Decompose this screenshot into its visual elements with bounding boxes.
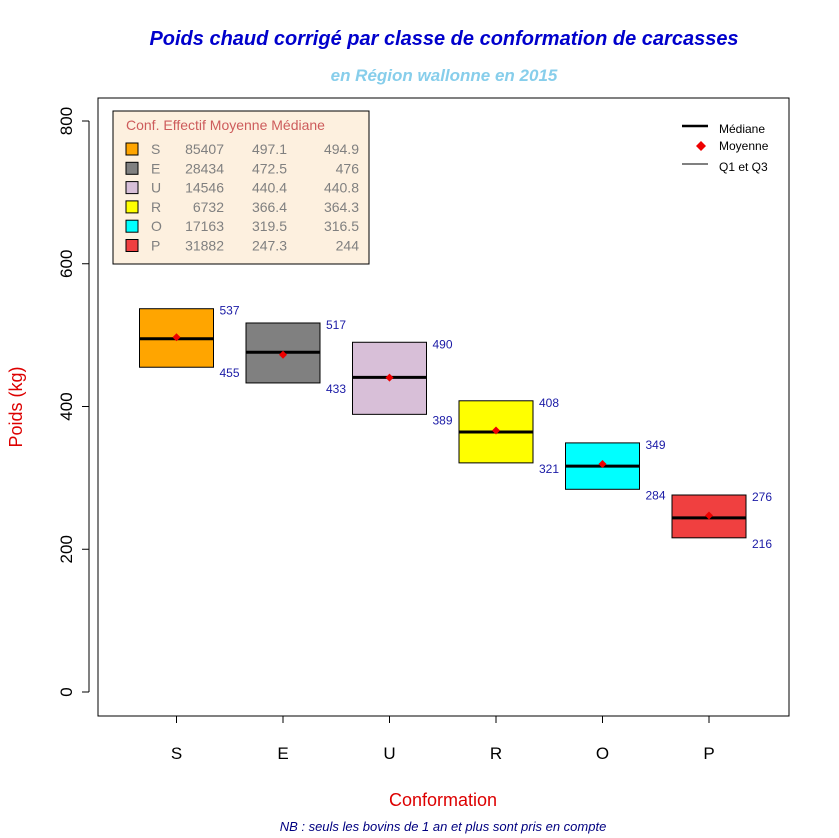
stats-conf: U (151, 180, 161, 196)
x-tick-label: R (490, 744, 502, 763)
stats-moyenne: 247.3 (252, 238, 287, 254)
mean-marker-P (705, 511, 713, 520)
y-tick-label: 800 (57, 107, 76, 135)
stats-swatch-O (125, 219, 139, 233)
mean-marker-O (598, 459, 607, 468)
stats-mediane: 364.3 (324, 199, 359, 215)
stats-mediane: 316.5 (324, 218, 359, 234)
stats-mediane: 476 (336, 160, 360, 176)
y-axis: 0 200 400 600 800 (57, 107, 90, 697)
mean-marker-E (279, 350, 287, 359)
y-tick-label: 200 (57, 535, 76, 563)
q1-label-U: 389 (433, 413, 453, 427)
q3-label-S: 537 (220, 304, 240, 318)
q1-label-R: 321 (539, 462, 559, 476)
stats-effectif: 17163 (185, 218, 224, 234)
q1-label-P: 216 (752, 537, 772, 551)
q3-label-O: 349 (646, 438, 666, 452)
mean-marker-R (492, 426, 500, 435)
q3-label-E: 517 (326, 318, 346, 332)
stats-conf: O (151, 218, 162, 234)
stats-effectif: 6732 (193, 199, 224, 215)
stats-mediane: 244 (336, 238, 360, 254)
stats-effectif: 28434 (185, 160, 224, 176)
y-tick-label: 600 (57, 250, 76, 278)
stats-mediane: 440.8 (324, 180, 359, 196)
q1-label-S: 455 (220, 366, 240, 380)
stats-table: Conf. Effectif Moyenne Médiane S 85407 497… (112, 110, 370, 265)
legend-median-label: Médiane (719, 122, 765, 136)
chart-subtitle: en Région wallonne en 2015 (331, 66, 558, 85)
stats-table-header: Conf. Effectif Moyenne Médiane (126, 117, 325, 133)
stats-table-background (112, 110, 370, 265)
mean-marker-S (172, 333, 181, 342)
stats-swatch-P (125, 239, 139, 252)
x-tick-label: S (171, 744, 182, 763)
stats-moyenne: 319.5 (252, 218, 287, 234)
x-tick-label: U (383, 744, 395, 763)
x-tick-label: O (596, 744, 609, 763)
legend-quartile-label: Q1 et Q3 (719, 160, 768, 174)
q3-label-R: 408 (539, 396, 559, 410)
stats-effectif: 31882 (185, 238, 224, 254)
stats-conf: E (151, 160, 160, 176)
stats-effectif: 14546 (185, 180, 224, 196)
stats-conf: R (151, 199, 161, 215)
q3-label-P: 276 (752, 490, 772, 504)
mean-marker-U (385, 373, 394, 382)
q1-label-E: 433 (326, 382, 346, 396)
stats-moyenne: 366.4 (252, 199, 287, 215)
q1-label-O: 284 (646, 488, 666, 502)
stats-swatch-S (125, 142, 139, 156)
chart-title: Poids chaud corrigé par classe de confor… (149, 28, 738, 50)
y-tick-label: 400 (57, 392, 76, 420)
stats-mediane: 494.9 (324, 141, 359, 157)
y-axis-label: Poids (kg) (6, 366, 26, 447)
q3-label-U: 490 (433, 337, 453, 351)
x-tick-label: E (277, 744, 288, 763)
footnote: NB : seuls les bovins de 1 an et plus so… (280, 819, 607, 834)
stats-moyenne: 472.5 (252, 160, 287, 176)
stats-moyenne: 497.1 (252, 141, 287, 157)
boxes: 537 455 517 433 490 389 408 321 349 284 276 216 (139, 304, 772, 551)
x-tick-label: P (703, 744, 714, 763)
legend-mean-label: Moyenne (719, 139, 769, 153)
stats-swatch-E (125, 161, 139, 175)
stats-effectif: 85407 (185, 141, 224, 157)
stats-conf: P (151, 238, 160, 254)
legend: Médiane Moyenne Q1 et Q3 (682, 122, 769, 174)
y-tick-label: 0 (57, 687, 76, 696)
x-axis-label: Conformation (389, 790, 497, 810)
stats-swatch-R (125, 200, 139, 214)
legend-mean-marker (696, 141, 706, 151)
stats-conf: S (151, 141, 160, 157)
stats-swatch-U (125, 181, 139, 195)
stats-moyenne: 440.4 (252, 180, 287, 196)
